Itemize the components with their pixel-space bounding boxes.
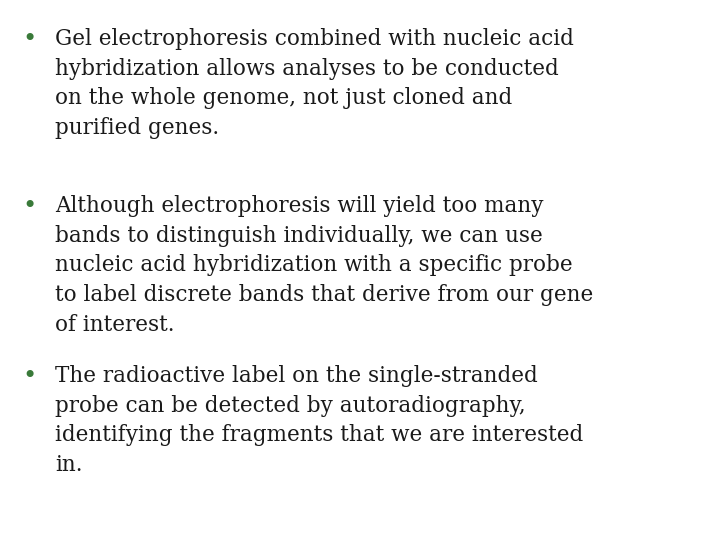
Text: The radioactive label on the single-stranded
probe can be detected by autoradiog: The radioactive label on the single-stra… bbox=[55, 365, 583, 476]
Text: •: • bbox=[22, 28, 36, 51]
Text: •: • bbox=[22, 365, 36, 388]
Text: •: • bbox=[22, 195, 36, 218]
Text: Gel electrophoresis combined with nucleic acid
hybridization allows analyses to : Gel electrophoresis combined with nuclei… bbox=[55, 28, 574, 139]
Text: Although electrophoresis will yield too many
bands to distinguish individually, : Although electrophoresis will yield too … bbox=[55, 195, 593, 335]
